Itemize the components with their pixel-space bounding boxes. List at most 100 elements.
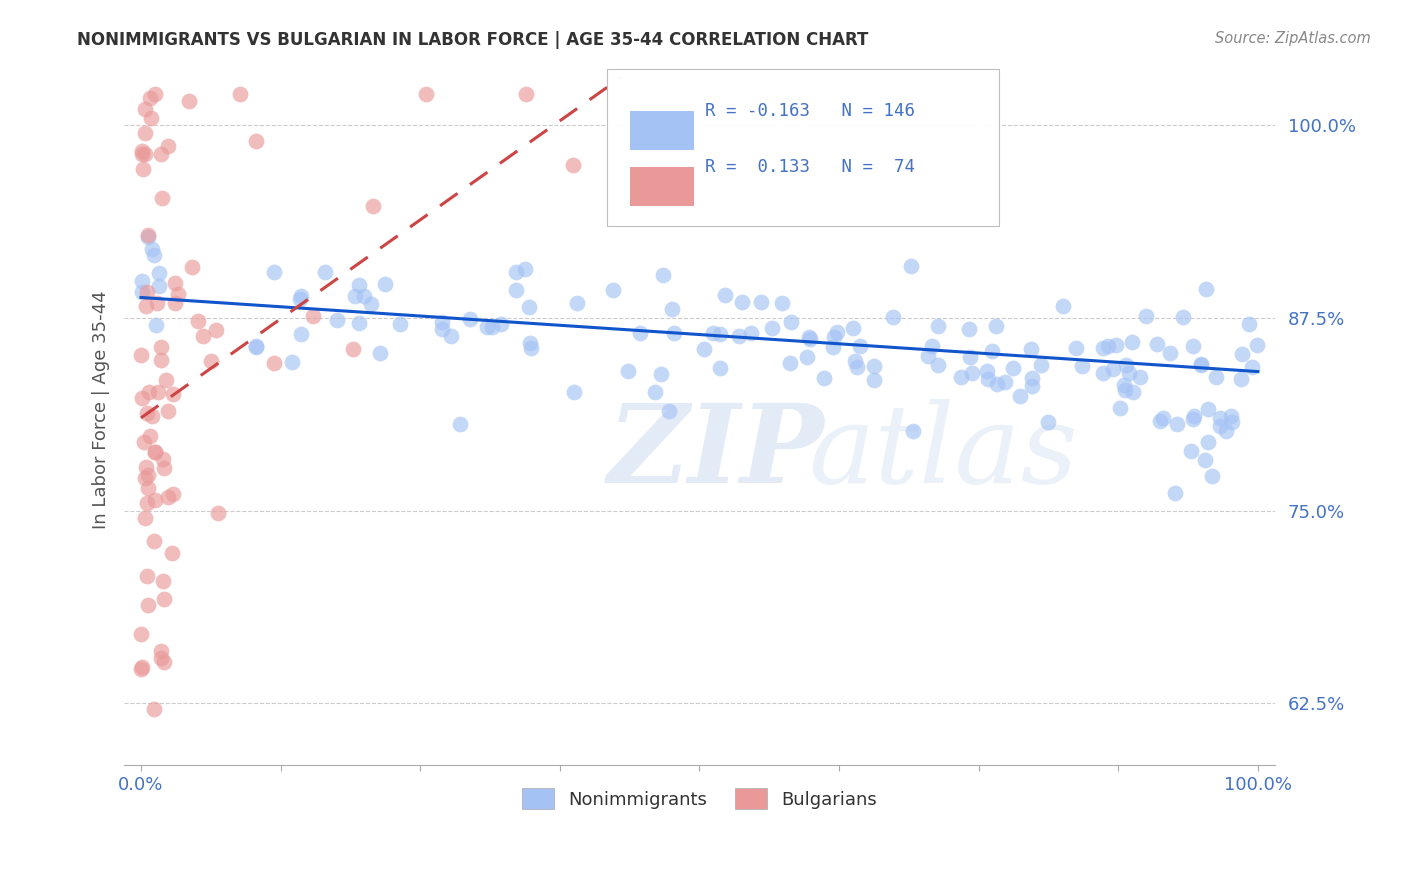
Point bbox=[440, 328, 463, 343]
Point bbox=[994, 375, 1017, 389]
Point bbox=[505, 265, 527, 279]
Point bbox=[1182, 409, 1205, 424]
Point bbox=[1182, 411, 1205, 425]
Point bbox=[135, 285, 157, 299]
Point bbox=[139, 112, 162, 126]
Text: atlas: atlas bbox=[808, 399, 1078, 507]
Point bbox=[134, 471, 156, 485]
Point bbox=[160, 546, 183, 560]
Point bbox=[980, 344, 1002, 359]
Point bbox=[134, 102, 156, 116]
Point bbox=[205, 322, 228, 336]
Point bbox=[844, 354, 866, 368]
Point bbox=[131, 660, 153, 674]
Point bbox=[129, 348, 152, 362]
Point bbox=[1146, 336, 1168, 351]
Point bbox=[813, 371, 835, 385]
Point bbox=[326, 313, 349, 327]
Point bbox=[142, 248, 165, 262]
Point bbox=[156, 139, 179, 153]
Point bbox=[481, 320, 503, 334]
Point bbox=[138, 384, 160, 399]
Point bbox=[135, 406, 157, 420]
Point bbox=[1112, 377, 1135, 392]
Point bbox=[1230, 372, 1253, 386]
Point bbox=[1215, 425, 1237, 439]
Point bbox=[779, 315, 801, 329]
Point bbox=[157, 491, 180, 505]
Point bbox=[1195, 282, 1218, 296]
Point bbox=[143, 445, 166, 459]
Point bbox=[863, 373, 886, 387]
Point bbox=[1180, 443, 1202, 458]
Point bbox=[1152, 411, 1174, 425]
Point bbox=[152, 591, 174, 606]
Point bbox=[651, 268, 673, 282]
Point bbox=[135, 496, 157, 510]
Text: ZIP: ZIP bbox=[607, 399, 824, 507]
Point bbox=[152, 451, 174, 466]
Point bbox=[131, 391, 153, 405]
Point bbox=[141, 409, 163, 424]
Point bbox=[1029, 358, 1052, 372]
Point bbox=[388, 317, 411, 331]
Point bbox=[1010, 389, 1032, 403]
Point bbox=[1149, 414, 1171, 428]
Point bbox=[245, 339, 267, 353]
Point bbox=[749, 295, 772, 310]
Point bbox=[150, 191, 173, 205]
Point bbox=[957, 322, 980, 336]
Point bbox=[1052, 299, 1074, 313]
Point bbox=[368, 346, 391, 360]
Point bbox=[1092, 341, 1115, 355]
Point bbox=[949, 369, 972, 384]
Point bbox=[823, 329, 845, 343]
Point bbox=[150, 352, 173, 367]
Point bbox=[901, 424, 924, 438]
Point bbox=[1122, 384, 1144, 399]
Point bbox=[1019, 342, 1042, 356]
Point bbox=[562, 158, 585, 172]
Point bbox=[162, 387, 184, 401]
FancyBboxPatch shape bbox=[607, 70, 998, 226]
Point bbox=[650, 367, 672, 381]
Point bbox=[1071, 359, 1094, 373]
Point bbox=[129, 627, 152, 641]
Point bbox=[143, 492, 166, 507]
Point bbox=[139, 91, 162, 105]
Point bbox=[1205, 370, 1227, 384]
Point bbox=[132, 434, 155, 449]
Point bbox=[177, 94, 200, 108]
Point bbox=[882, 310, 904, 324]
Point bbox=[796, 350, 818, 364]
Point bbox=[1118, 367, 1140, 381]
Point bbox=[143, 87, 166, 101]
Point bbox=[136, 598, 159, 612]
Point bbox=[148, 279, 170, 293]
Point bbox=[131, 274, 153, 288]
Legend: Nonimmigrants, Bulgarians: Nonimmigrants, Bulgarians bbox=[515, 781, 884, 816]
Point bbox=[162, 486, 184, 500]
Point bbox=[1194, 453, 1216, 467]
Point bbox=[134, 126, 156, 140]
Point bbox=[1097, 339, 1119, 353]
Point bbox=[1237, 317, 1260, 331]
Point bbox=[959, 350, 981, 364]
Point bbox=[449, 417, 471, 432]
Point bbox=[139, 428, 162, 442]
Point bbox=[142, 701, 165, 715]
Point bbox=[863, 359, 886, 373]
Point bbox=[131, 144, 153, 158]
Point bbox=[709, 361, 731, 376]
Point bbox=[564, 385, 586, 400]
Point bbox=[148, 384, 170, 399]
Point bbox=[263, 265, 285, 279]
Point bbox=[1114, 383, 1136, 397]
Point bbox=[150, 650, 173, 665]
Point bbox=[519, 336, 541, 351]
Point bbox=[823, 340, 845, 354]
Point bbox=[349, 316, 371, 330]
Point bbox=[1209, 410, 1232, 425]
Point bbox=[1002, 360, 1025, 375]
Point bbox=[731, 294, 754, 309]
